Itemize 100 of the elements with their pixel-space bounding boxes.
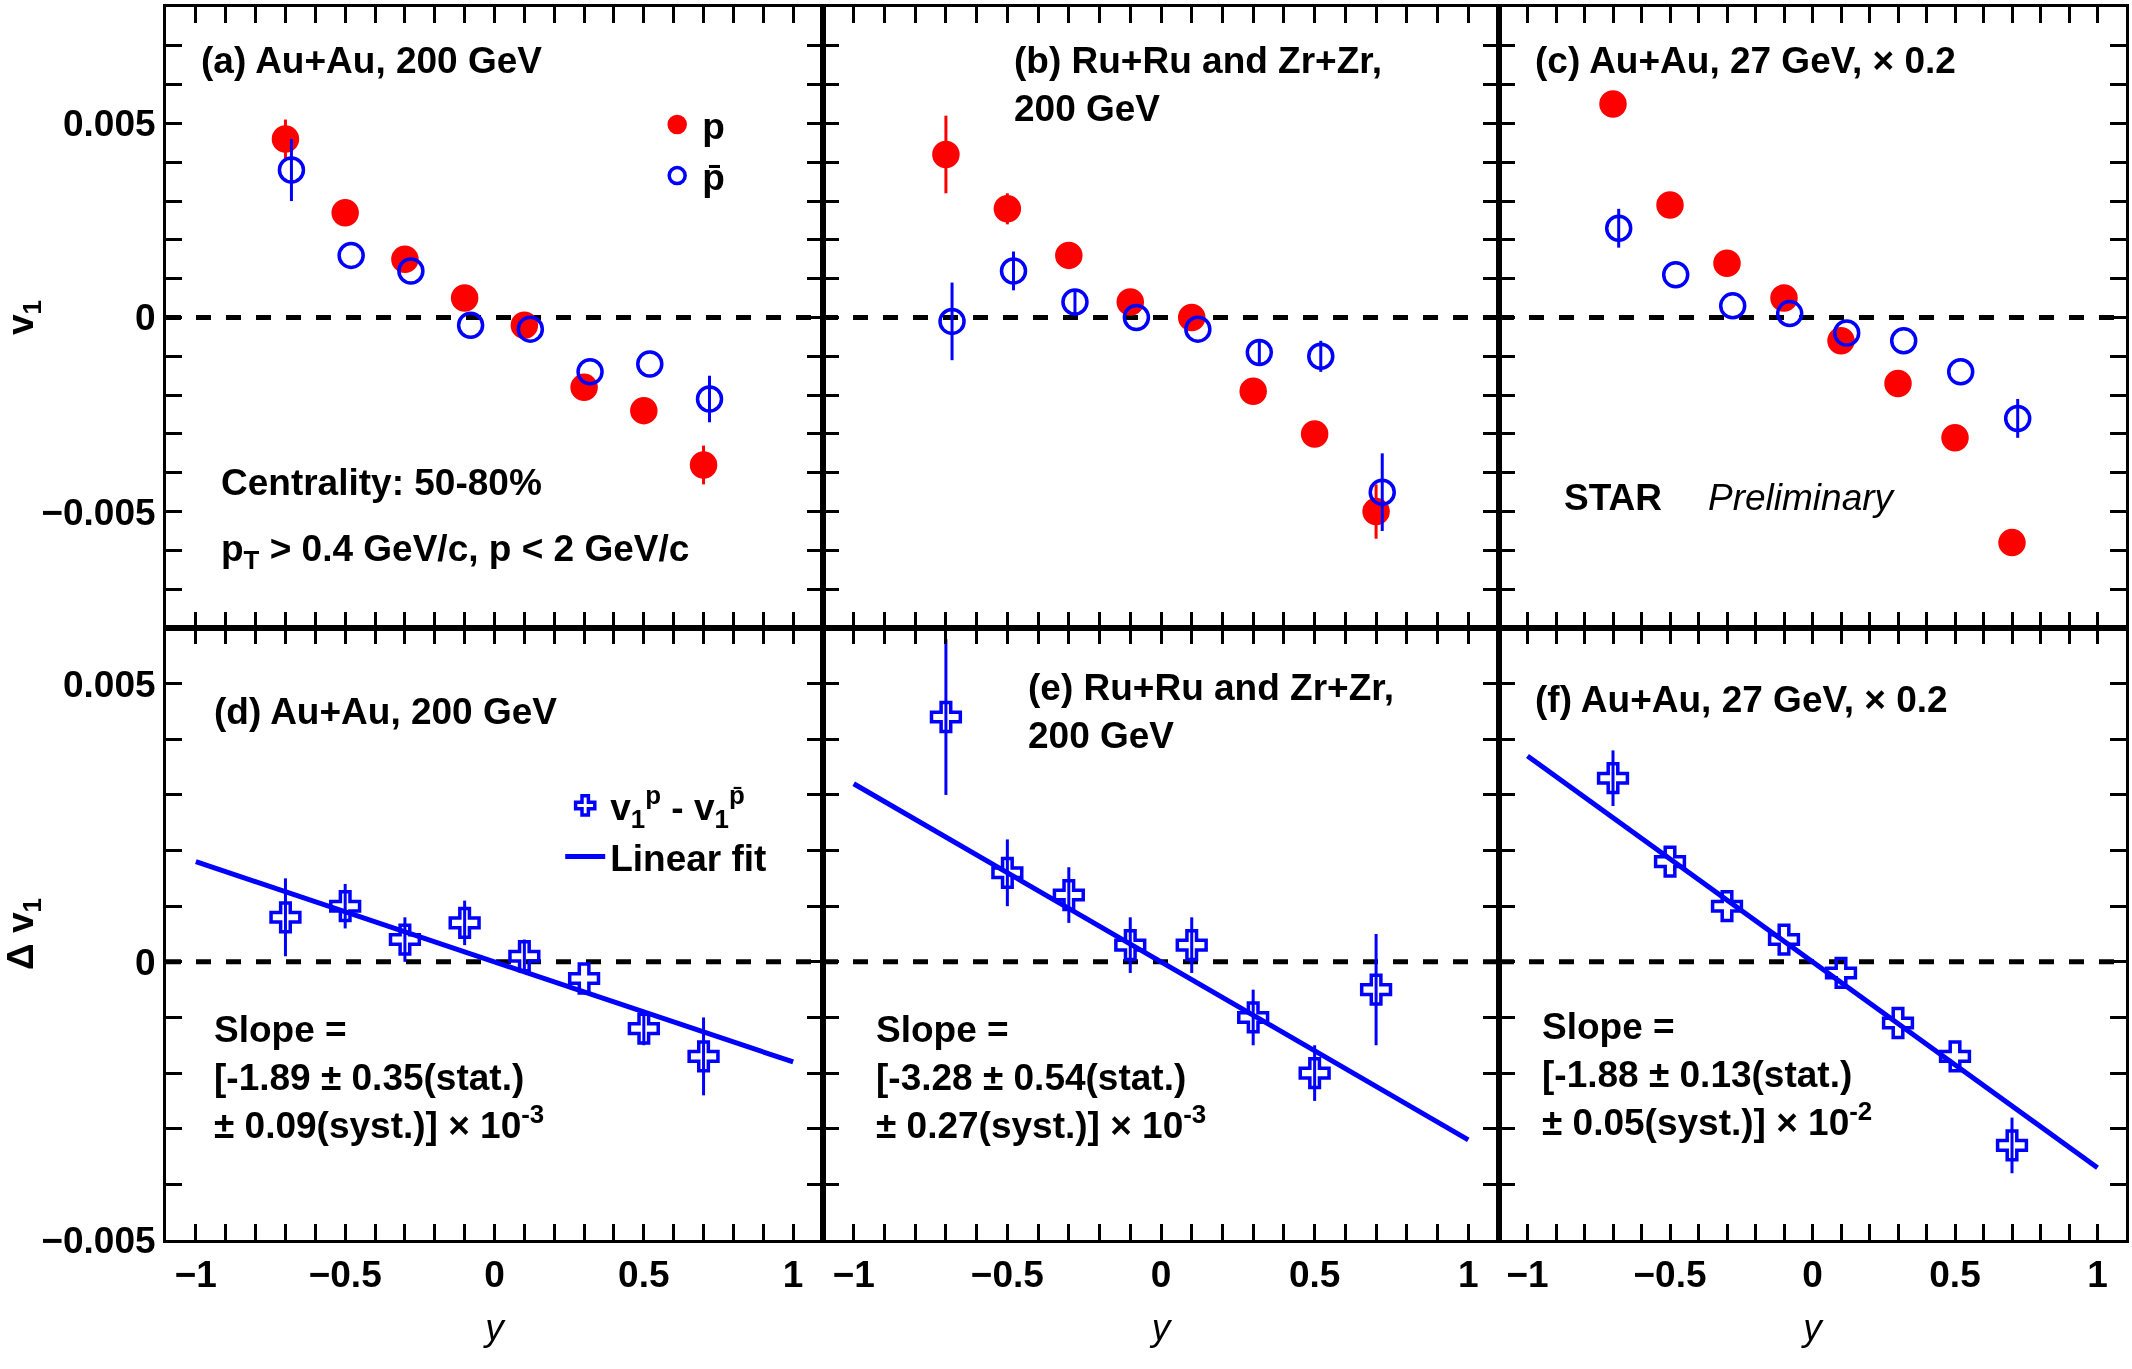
point xyxy=(508,940,541,973)
point xyxy=(695,385,724,413)
point xyxy=(1237,1001,1270,1034)
point xyxy=(388,923,422,956)
annotation: Centrality: 50-80% xyxy=(221,462,542,503)
x-tick-label: 0 xyxy=(1150,1254,1172,1296)
point xyxy=(1832,319,1861,347)
annotation: (a) Au+Au, 200 GeV xyxy=(201,40,543,81)
point xyxy=(1884,369,1912,398)
point xyxy=(1122,303,1151,332)
point xyxy=(331,198,359,227)
y-tick-label: 0.005 xyxy=(63,663,156,705)
annotation: (e) Ru+Ru and Zr+Zr, 200 GeV xyxy=(1028,667,1394,757)
legend-label: p xyxy=(702,105,725,147)
point xyxy=(1946,358,1975,386)
x-tick-label: 1 xyxy=(2087,1254,2108,1296)
point xyxy=(1052,878,1085,912)
point xyxy=(1298,1056,1331,1090)
x-tick-label: 1 xyxy=(1457,1254,1479,1296)
x-tick-label: −0.5 xyxy=(970,1254,1044,1296)
point xyxy=(1775,299,1804,328)
point xyxy=(269,901,302,934)
point xyxy=(1718,292,1747,320)
y-tick-label: 0 xyxy=(135,297,156,339)
point xyxy=(1713,249,1741,277)
annotation: (c) Au+Au, 27 GeV, × 0.2 xyxy=(1535,40,1956,81)
point xyxy=(1184,315,1212,343)
x-axis-title: y xyxy=(1800,1306,1825,1348)
point xyxy=(636,350,664,378)
point xyxy=(2003,404,2032,433)
point xyxy=(1114,928,1147,962)
point xyxy=(1656,191,1684,219)
point xyxy=(1300,420,1329,448)
x-tick-label: −1 xyxy=(174,1254,217,1296)
point xyxy=(1175,928,1208,962)
point xyxy=(450,284,479,312)
point xyxy=(1881,1006,1915,1040)
x-tick-label: 1 xyxy=(782,1254,804,1296)
point xyxy=(516,315,545,343)
annotation: STAR xyxy=(1564,477,1662,518)
point xyxy=(999,257,1028,285)
y-tick-label: 0 xyxy=(135,941,156,983)
x-tick-label: 0 xyxy=(1802,1254,1823,1296)
point xyxy=(1604,214,1633,242)
x-tick-label: −0.5 xyxy=(308,1254,382,1296)
point xyxy=(1599,90,1627,118)
point xyxy=(271,125,300,153)
point xyxy=(687,1040,720,1073)
x-tick-label: 0.5 xyxy=(618,1254,670,1296)
x-tick-label: 0 xyxy=(484,1254,505,1296)
point xyxy=(1061,288,1089,316)
point xyxy=(1824,956,1858,990)
y-tick-label: −0.005 xyxy=(41,491,156,533)
annotation: Slope = [-1.88 ± 0.13(stat.) ± 0.05(syst.)] × 10$^{-2}$ xyxy=(1542,1006,1873,1144)
point xyxy=(1710,890,1744,923)
point xyxy=(1767,923,1801,956)
x-tick-label: −0.5 xyxy=(1633,1254,1707,1296)
legend-label: Linear fit xyxy=(610,837,767,879)
point xyxy=(929,700,963,734)
point xyxy=(932,140,960,169)
point xyxy=(1368,478,1396,506)
x-tick-label: 0.5 xyxy=(1929,1254,1981,1296)
annotation: (f) Au+Au, 27 GeV, × 0.2 xyxy=(1535,679,1948,720)
point xyxy=(1055,241,1083,270)
x-tick-label: 0.5 xyxy=(1288,1254,1341,1296)
point xyxy=(1998,528,2026,557)
point xyxy=(1995,1129,2029,1162)
point xyxy=(1596,762,1630,795)
point xyxy=(991,856,1024,889)
point xyxy=(329,890,362,923)
point xyxy=(627,1012,660,1045)
point xyxy=(1359,973,1393,1006)
point xyxy=(277,156,306,184)
point xyxy=(397,257,425,285)
y-tick-label: −0.005 xyxy=(41,1219,156,1261)
x-axis-title: y xyxy=(482,1306,507,1348)
point xyxy=(448,906,481,940)
annotation: Preliminary xyxy=(1708,477,1896,518)
annotation: (b) Ru+Ru and Zr+Zr, 200 GeV xyxy=(1014,40,1382,130)
point xyxy=(576,358,604,386)
legend-label: p̄ xyxy=(702,157,725,199)
point xyxy=(1239,377,1267,405)
point xyxy=(993,195,1022,223)
point xyxy=(1661,261,1690,289)
x-tick-label: −1 xyxy=(832,1254,875,1296)
point xyxy=(1938,1040,1972,1073)
point xyxy=(1941,424,1969,452)
annotation: Slope = [-1.89 ± 0.35(stat.) ± 0.09(syst.)] × 10$^{-3}$ xyxy=(214,1009,545,1147)
annotation: Slope = [-3.28 ± 0.54(stat.) ± 0.27(syst.)] × 10$^{-3}$ xyxy=(876,1009,1207,1147)
point xyxy=(630,396,658,425)
point xyxy=(567,962,601,995)
point xyxy=(1307,342,1335,371)
x-tick-label: −1 xyxy=(1506,1254,1549,1296)
point xyxy=(1653,845,1687,878)
annotation: p$_{T}$ > 0.4 GeV/c, p < 2 GeV/c xyxy=(221,528,690,574)
point xyxy=(689,451,718,479)
point xyxy=(938,307,966,336)
point xyxy=(1889,327,1918,355)
annotation: (d) Au+Au, 200 GeV xyxy=(214,691,558,732)
point xyxy=(337,241,365,270)
